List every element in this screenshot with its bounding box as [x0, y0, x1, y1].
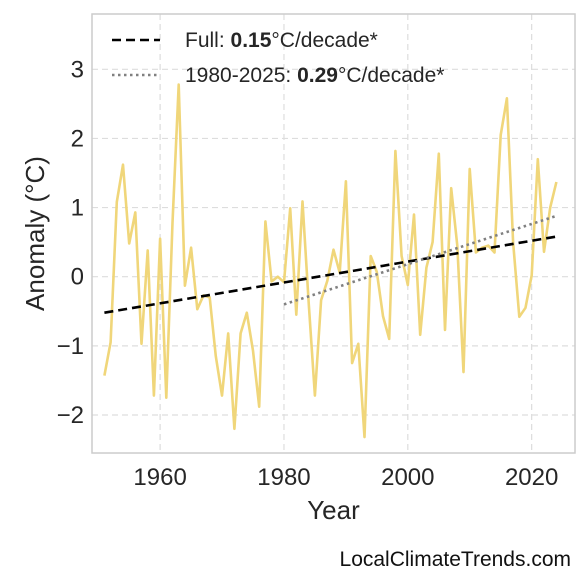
anomaly-series-line: [103, 83, 558, 439]
y-tick-label: 1: [71, 195, 84, 222]
y-axis-label: Anomaly (°C): [20, 156, 50, 311]
y-tick-label: 0: [71, 264, 84, 291]
y-tick-label: −2: [57, 402, 84, 429]
legend-entry: 1980-2025: 0.29°C/decade*: [185, 64, 444, 87]
y-tick-label: 3: [71, 56, 84, 83]
y-tick-label: −1: [57, 333, 84, 360]
grid: [92, 14, 575, 453]
legend-entry: Full: 0.15°C/decade*: [185, 29, 378, 52]
x-axis-label: Year: [307, 495, 360, 525]
x-tick-label: 2020: [505, 464, 558, 491]
full-trend-line: [104, 235, 557, 314]
legend: Full: 0.15°C/decade* 1980-2025: 0.29°C/de…: [112, 29, 444, 87]
series-layer: [103, 83, 558, 439]
tick-labels: 1960 1980 2000 2020 −2 −1 0 1 2 3: [57, 56, 559, 491]
x-tick-label: 1960: [133, 464, 186, 491]
y-tick-label: 2: [71, 125, 84, 152]
plot-frame: [91, 13, 576, 454]
x-tick-label: 2000: [381, 464, 434, 491]
credit-text: LocalClimateTrends.com: [339, 548, 571, 571]
x-tick-label: 1980: [257, 464, 310, 491]
